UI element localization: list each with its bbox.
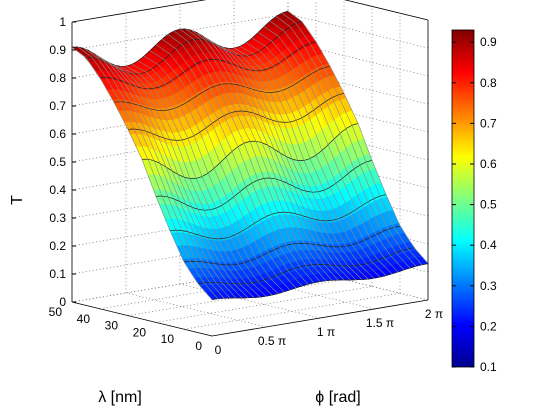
mesh-line-lambda <box>167 34 309 285</box>
mesh-line-lambda <box>83 48 225 299</box>
z-tick-label: 0.1 <box>49 267 66 281</box>
mesh-line-lambda <box>173 30 315 283</box>
mesh-line-lambda <box>269 20 411 269</box>
colorbar-tick-labels: 0.1 0.2 0.3 0.4 0.5 0.6 0.7 0.8 0.9 <box>452 35 497 374</box>
mesh-line-lambda <box>161 38 303 287</box>
y-tick-label: 0 <box>215 343 222 357</box>
colorbar-tick-label: 0.3 <box>480 279 497 293</box>
mesh-line-lambda <box>191 30 333 281</box>
y-tick-label: 2 π <box>425 307 443 321</box>
mesh-line-lambda <box>77 46 219 299</box>
frame-line <box>71 301 213 337</box>
x-tick-label: 0 <box>195 339 202 353</box>
z-tick-label: 0.9 <box>49 43 66 57</box>
mesh-line-lambda <box>215 43 357 281</box>
colorbar-tick-label: 0.1 <box>480 360 497 374</box>
x-tick-label: 10 <box>161 332 175 346</box>
colorbar-tick-label: 0.7 <box>480 116 497 130</box>
frame-line <box>71 0 207 23</box>
mesh-line-lambda <box>119 66 261 298</box>
z-tick-label: 0.5 <box>49 155 66 169</box>
mesh-line-lambda <box>281 12 423 265</box>
z-tick-label: 1 <box>59 15 66 29</box>
mesh-line-lambda <box>179 28 321 282</box>
mesh-line-lambda <box>137 60 279 294</box>
colorbar-tick-label: 0.8 <box>480 76 497 90</box>
z-tick-label: 0 <box>59 295 66 309</box>
x-tick-labels: 0 10 20 30 40 50 <box>49 305 203 353</box>
y-axis-label: ϕ [rad] <box>315 389 360 406</box>
axes-frame <box>71 0 429 337</box>
y-tick-label: 0.5 π <box>258 334 286 348</box>
mesh-line-lambda <box>125 65 267 297</box>
mesh-line-lambda <box>239 46 381 278</box>
mesh-line-lambda <box>149 50 291 291</box>
x-tick-label: 40 <box>77 312 91 326</box>
mesh-line-lambda <box>101 58 243 299</box>
mesh-line-lambda <box>275 16 417 267</box>
mesh-line-lambda <box>89 50 231 299</box>
colorbar-tick-label: 0.4 <box>480 238 497 252</box>
z-tick-labels: 0 0.1 0.2 0.3 0.4 0.5 0.6 0.7 0.8 0.9 1 <box>49 15 76 309</box>
mesh-line-lambda <box>251 37 393 275</box>
x-tick-label: 20 <box>133 325 147 339</box>
surface-mesh <box>71 10 429 300</box>
mesh-line-lambda <box>209 40 351 281</box>
frame-line <box>343 0 429 21</box>
frame-line <box>211 299 429 337</box>
z-axis-label: T <box>9 195 26 205</box>
mesh-line-lambda <box>131 64 273 296</box>
mesh-line-lambda <box>185 28 327 281</box>
colorbar-tick-label: 0.2 <box>480 319 497 333</box>
colorbar-tick-label: 0.6 <box>480 157 497 171</box>
z-tick-label: 0.6 <box>49 127 66 141</box>
colorbar: 0.1 0.2 0.3 0.4 0.5 0.6 0.7 0.8 0.9 <box>451 29 497 374</box>
z-tick-label: 0.8 <box>49 71 66 85</box>
mesh-line-lambda <box>227 48 369 280</box>
x-tick-label: 50 <box>49 305 63 319</box>
colorbar-tick-label: 0.9 <box>480 35 497 49</box>
x-axis-label: λ [nm] <box>98 389 142 406</box>
mesh-line-lambda <box>257 32 399 273</box>
mesh-line-lambda <box>263 26 405 271</box>
y-tick-labels: 0 0.5 π 1 π 1.5 π 2 π <box>215 307 443 357</box>
mesh-line-lambda <box>197 32 339 281</box>
mesh-line-lambda <box>107 61 249 299</box>
x-tick-label: 30 <box>105 319 119 333</box>
colorbar-gradient <box>451 29 475 368</box>
z-tick-label: 0.3 <box>49 211 66 225</box>
mesh-line-lambda <box>155 44 297 289</box>
z-tick-label: 0.2 <box>49 239 66 253</box>
mesh-line-lambda <box>71 46 213 300</box>
y-tick-label: 1.5 π <box>366 316 394 330</box>
z-tick-label: 0.7 <box>49 99 66 113</box>
mesh-line-lambda <box>143 55 285 293</box>
mesh-line-lambda <box>203 36 345 281</box>
grid-line <box>155 286 373 323</box>
mesh-line-lambda <box>233 47 375 279</box>
y-tick-label: 1 π <box>317 325 335 339</box>
mesh-line-lambda <box>245 42 387 276</box>
z-tick-label: 0.4 <box>49 183 66 197</box>
mesh-line-lambda <box>113 64 255 298</box>
colorbar-tick-label: 0.5 <box>480 198 497 212</box>
mesh-line-lambda <box>287 10 429 264</box>
mesh-line-lambda <box>221 46 363 280</box>
mesh-line-lambda <box>95 54 237 299</box>
